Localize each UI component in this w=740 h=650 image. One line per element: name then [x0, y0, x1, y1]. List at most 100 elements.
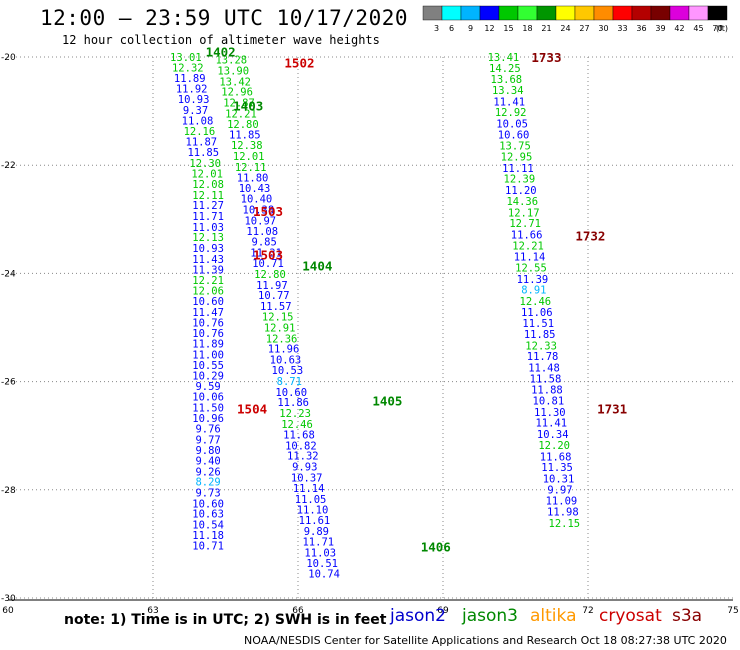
footer-note: note: 1) Time is in UTC; 2) SWH is in fe…	[64, 612, 387, 628]
wave-height-value: 11.92	[176, 83, 208, 95]
wave-height-value: 14.25	[489, 63, 521, 75]
wave-height-value: 10.82	[285, 440, 317, 452]
wave-height-value: 9.89	[304, 526, 329, 538]
wave-height-value: 13.42	[219, 76, 251, 88]
wave-height-value: 8.29	[195, 477, 220, 489]
colorbar-tick-label: 70	[712, 24, 722, 33]
wave-height-value: 11.88	[531, 385, 563, 397]
wave-height-value: 12.06	[192, 286, 224, 298]
wave-height-value: 8.91	[521, 285, 546, 297]
wave-height-value: 10.34	[537, 429, 569, 441]
x-tick-label: 63	[147, 606, 158, 616]
colorbar-swatch	[593, 5, 614, 21]
colorbar-tick-label: 18	[522, 24, 532, 33]
wave-height-value: 11.11	[502, 163, 534, 175]
wave-height-value: 11.43	[192, 254, 224, 266]
wave-height-value: 9.40	[195, 456, 220, 468]
wave-height-value: 12.20	[538, 440, 570, 452]
wave-height-value: 11.97	[256, 280, 288, 292]
wave-height-value: 13.90	[217, 66, 249, 78]
colorbar-tick-label: 42	[674, 24, 684, 33]
wave-height-value: 11.98	[547, 506, 579, 518]
wave-height-value: 11.09	[546, 496, 578, 508]
wave-height-value: 10.60	[275, 387, 307, 399]
colorbar-swatch	[441, 5, 462, 21]
pass-time-label: 1731	[597, 402, 627, 417]
pass-time-label: 1732	[575, 229, 605, 244]
wave-height-value: 11.30	[534, 407, 566, 419]
wave-height-value: 10.93	[178, 94, 210, 106]
wave-height-value: 13.01	[170, 52, 202, 64]
colorbar-tick-label: 6	[449, 24, 454, 33]
y-tick-label: -30	[1, 594, 16, 604]
wave-height-value: 12.01	[191, 168, 223, 180]
wave-height-value: 11.80	[237, 173, 269, 185]
colorbar-tick-label: 12	[484, 24, 494, 33]
wave-height-value: 11.68	[283, 430, 315, 442]
colorbar-swatch	[422, 5, 443, 21]
y-tick-label: -22	[1, 161, 16, 171]
wave-height-value: 10.29	[192, 371, 224, 383]
wave-height-value: 9.26	[195, 466, 220, 478]
pass-time-label: 1503	[253, 247, 283, 262]
wave-height-value: 10.63	[270, 354, 302, 366]
chart-subtitle: 12 hour collection of altimeter wave hei…	[62, 33, 380, 47]
wave-height-value: 10.60	[192, 296, 224, 308]
wave-height-value: 12.32	[172, 62, 204, 74]
wave-height-value: 11.86	[277, 397, 309, 409]
colorbar-swatch	[517, 5, 538, 21]
wave-height-value: 11.50	[192, 403, 224, 415]
chart-time-labels: 1402 1502 1403 1503 1503 1404 1504 1405 1406 1733…	[206, 45, 628, 555]
x-tick-label: 75	[727, 606, 738, 616]
colorbar-tick-label: 33	[617, 24, 627, 33]
wave-height-value: 12.33	[525, 340, 557, 352]
wave-height-value: 11.18	[192, 530, 224, 542]
x-tick-label: 72	[582, 606, 593, 616]
wave-height-value: 11.85	[524, 329, 556, 341]
wave-height-value: 12.15	[549, 518, 581, 530]
wave-height-value: 10.96	[192, 413, 224, 425]
wave-height-value: 11.78	[527, 351, 559, 363]
wave-height-value: 11.71	[192, 211, 224, 223]
wave-height-value: 13.28	[215, 55, 247, 67]
wave-height-value: 11.08	[182, 115, 214, 127]
colorbar-tick-label: 21	[541, 24, 551, 33]
wave-height-value: 12.11	[235, 162, 267, 174]
wave-height-value: 9.93	[292, 462, 317, 474]
wave-height-value: 11.71	[302, 537, 334, 549]
colorbar-swatch	[688, 5, 709, 21]
wave-height-value: 11.51	[522, 318, 554, 330]
wave-height-value: 12.30	[189, 158, 221, 170]
colorbar-swatch	[536, 5, 557, 21]
chart-grid	[8, 56, 733, 599]
colorbar-swatch	[574, 5, 595, 21]
wave-height-value: 12.13	[192, 232, 224, 244]
wave-height-value: 9.73	[195, 488, 220, 500]
wave-height-value: 12.71	[509, 218, 541, 230]
wave-height-value: 10.06	[192, 392, 224, 404]
y-tick-label: -26	[1, 378, 16, 388]
wave-height-value: 10.76	[192, 328, 224, 340]
wave-height-value: 8.71	[277, 376, 302, 388]
y-tick-label: -28	[1, 486, 16, 496]
wave-height-value: 11.10	[297, 504, 329, 516]
colorbar-tick-label: 15	[503, 24, 513, 33]
x-tick-label: 66	[292, 606, 304, 616]
legend-cryosat: cryosat	[599, 606, 662, 626]
wave-height-value: 10.71	[192, 541, 224, 553]
wave-height-value: 11.03	[192, 222, 224, 234]
pass-time-label: 1733	[531, 50, 561, 65]
wave-height-value: 10.05	[496, 119, 528, 131]
colorbar-swatch	[707, 5, 728, 21]
wave-height-value: 11.85	[229, 129, 261, 141]
wave-height-value: 11.89	[174, 73, 206, 85]
wave-height-value: 10.63	[192, 509, 224, 521]
wave-height-value: 11.00	[192, 350, 224, 362]
wave-height-value: 12.08	[192, 179, 224, 191]
wave-height-value: 11.87	[186, 136, 218, 148]
wave-height-value: 11.05	[295, 494, 327, 506]
wave-height-value: 10.38	[243, 205, 275, 217]
colorbar-tick-label: 3	[434, 24, 439, 33]
wave-height-value: 10.77	[258, 290, 290, 302]
